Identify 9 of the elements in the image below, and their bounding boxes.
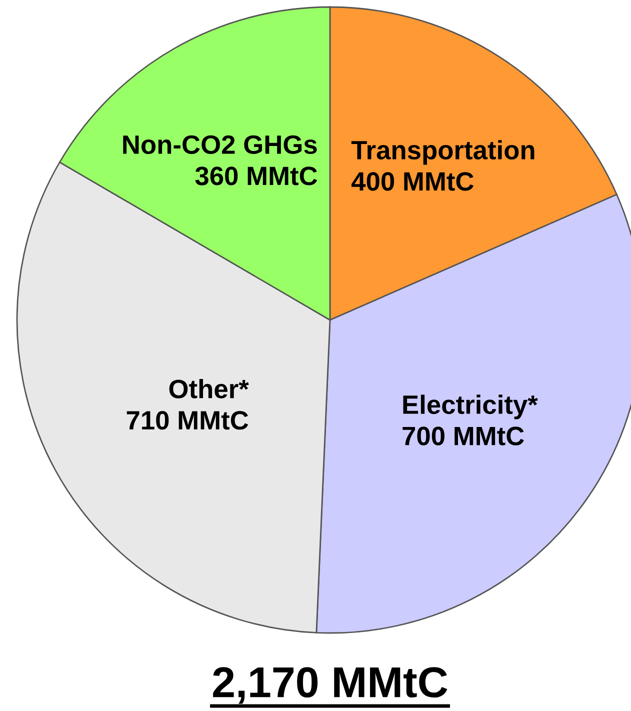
slice-label: Non-CO2 GHGs [123, 135, 317, 154]
data-label: 710 MMtC [126, 410, 248, 430]
data-label: 400 MMtC [352, 172, 474, 191]
slice-label: Transportation [351, 140, 534, 165]
slice-label: Other* [169, 379, 249, 398]
slice-label: Electricity* [403, 394, 538, 420]
data-label: 700 MMtC [402, 426, 524, 446]
text: 2,170 MMtC [213, 667, 448, 704]
data-label: 360 MMtC [195, 166, 318, 186]
